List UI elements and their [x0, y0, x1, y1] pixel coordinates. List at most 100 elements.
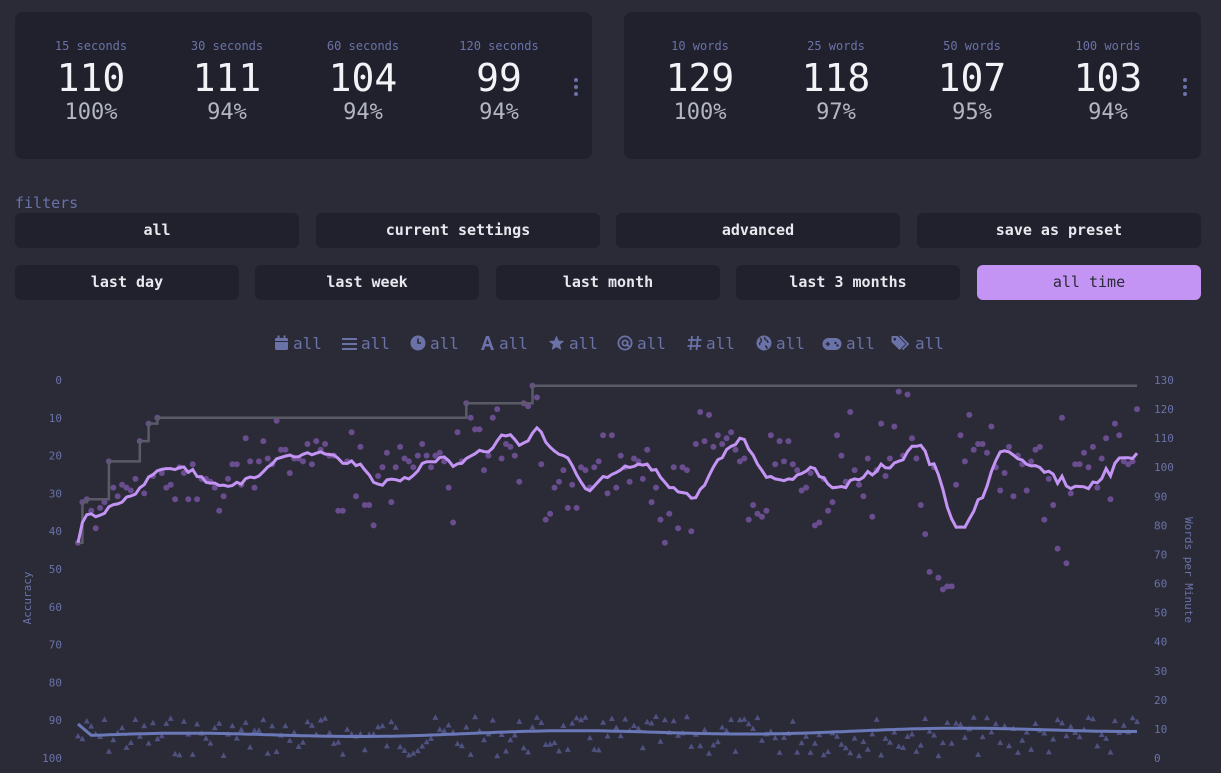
accuracy-point: [467, 751, 474, 757]
accuracy-point: [145, 740, 152, 746]
quick-filter-tags[interactable]: all: [891, 333, 944, 355]
range-last-month-button[interactable]: last month: [496, 265, 720, 300]
range-all-time-button[interactable]: all time: [977, 265, 1201, 300]
quick-filter-language[interactable]: all: [756, 333, 805, 355]
pb-time-more-button[interactable]: [572, 78, 580, 96]
wpm-point: [273, 417, 280, 424]
accuracy-point: [586, 734, 593, 741]
pb-accuracy: 94%: [1088, 100, 1128, 125]
wpm-point: [101, 499, 108, 506]
wpm-point: [229, 461, 236, 468]
wpm-point: [533, 394, 540, 401]
accuracy-point: [992, 720, 999, 727]
quick-filter-mode[interactable]: all: [342, 333, 390, 355]
wpm-point: [895, 388, 902, 395]
filter-current-settings-button[interactable]: current settings: [316, 213, 600, 248]
wpm-point: [741, 455, 748, 462]
wpm-point: [706, 411, 712, 418]
list-icon: [342, 338, 357, 350]
range-last-week-button[interactable]: last week: [255, 265, 479, 300]
accuracy-point: [807, 749, 814, 755]
wpm-point: [617, 452, 624, 459]
quick-filter-tags-at[interactable]: all: [617, 333, 666, 355]
quick-filter-date[interactable]: all: [274, 333, 322, 355]
wpm-point: [829, 499, 836, 506]
accuracy-point: [922, 715, 929, 721]
accuracy-point: [83, 718, 90, 724]
accuracy-point: [481, 736, 487, 743]
quick-filter-numbers[interactable]: all: [687, 333, 735, 355]
dot: [574, 92, 578, 96]
wpm-point: [935, 574, 942, 581]
quick-filter-difficulty[interactable]: all: [548, 333, 598, 355]
accuracy-point: [357, 730, 364, 737]
wpm-point: [807, 470, 814, 476]
accuracy-point: [154, 735, 161, 742]
save-as-preset-button[interactable]: save as preset: [917, 213, 1201, 248]
wpm-point: [481, 467, 487, 474]
accuracy-point: [295, 743, 302, 749]
wpm-point: [838, 452, 845, 459]
wpm-point: [260, 438, 267, 445]
accuracy-point: [1103, 735, 1110, 741]
font-icon: [481, 336, 494, 350]
quick-filter-label: all: [499, 334, 528, 353]
accuracy-tick-label: 80: [49, 676, 62, 689]
accuracy-point: [286, 737, 293, 743]
accuracy-point: [361, 746, 368, 753]
accuracy-point: [745, 720, 752, 727]
accuracy-point: [176, 751, 183, 758]
accuracy-point: [944, 719, 951, 725]
quick-filter-punctuation[interactable]: all: [480, 333, 528, 355]
accuracy-tick-label: 40: [49, 525, 62, 538]
wpm-point: [1059, 414, 1065, 421]
wpm-tick-label: 0: [1154, 752, 1161, 765]
star-icon: [548, 335, 565, 350]
filter-advanced-button[interactable]: advanced: [616, 213, 900, 248]
wpm-point: [392, 464, 399, 471]
accuracy-point: [1089, 715, 1096, 722]
accuracy-point: [926, 728, 933, 734]
pb-label: 120 seconds: [459, 39, 539, 53]
wpm-point: [1125, 461, 1132, 468]
accuracy-point: [339, 751, 346, 757]
accuracy-point: [494, 752, 501, 759]
wpm-point: [754, 510, 761, 517]
quick-filter-duration[interactable]: all: [410, 333, 459, 355]
wpm-point: [348, 429, 355, 436]
accuracy-point: [736, 716, 743, 723]
accuracy-point: [714, 738, 721, 745]
personal-bests-words-card: 10 words 129 100% 25 words 118 97% 50 wo…: [624, 12, 1201, 159]
wpm-point: [511, 452, 518, 459]
accuracy-tick-label: 30: [49, 487, 62, 500]
wpm-point: [339, 507, 346, 514]
accuracy-point: [264, 750, 271, 756]
wpm-point: [961, 458, 968, 465]
wpm-point: [185, 496, 192, 503]
accuracy-tick-label: 10: [49, 412, 62, 425]
accuracy-point: [670, 717, 677, 724]
quick-filter-funbox[interactable]: all: [822, 333, 875, 355]
accuracy-point: [1023, 729, 1030, 735]
accuracy-point: [203, 735, 209, 741]
range-last-day-button[interactable]: last day: [15, 265, 239, 300]
accuracy-point: [776, 749, 783, 755]
wpm-point: [419, 441, 426, 447]
pb-label: 15 seconds: [54, 39, 128, 53]
pb-words-more-button[interactable]: [1181, 78, 1189, 96]
wpm-point: [988, 423, 995, 430]
filter-preset-all-button[interactable]: all: [15, 213, 299, 248]
wpm-point: [591, 464, 598, 471]
pb-accuracy: 100%: [673, 100, 727, 125]
wpm-point: [278, 446, 284, 453]
accuracy-point: [860, 738, 867, 745]
wpm-point: [92, 525, 99, 532]
accuracy-point: [220, 752, 227, 758]
wpm-point: [445, 484, 452, 491]
range-last-3-months-button[interactable]: last 3 months: [736, 265, 960, 300]
wpm-point: [926, 568, 933, 575]
accuracy-point: [741, 716, 748, 722]
wpm-point: [692, 441, 699, 447]
accuracy-point: [608, 715, 615, 721]
wpm-point: [114, 493, 121, 500]
